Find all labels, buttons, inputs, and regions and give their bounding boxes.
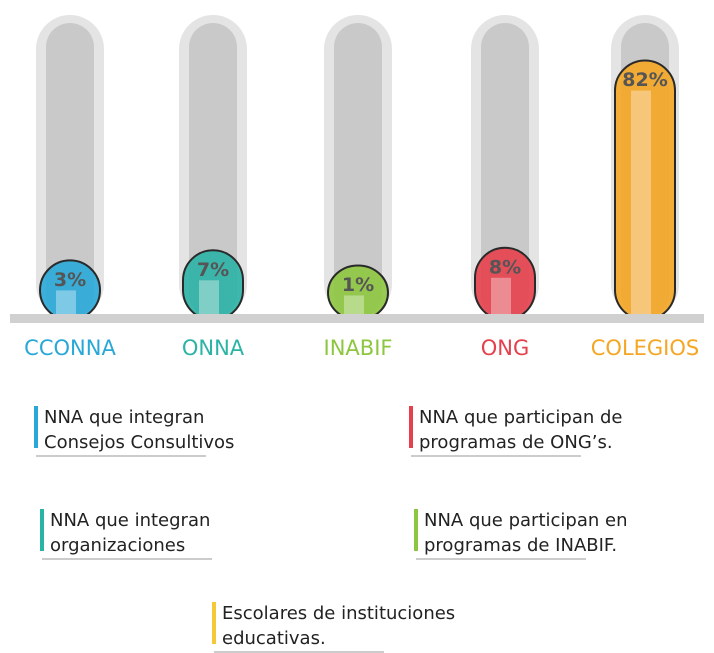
note-text: NNA que integran — [44, 407, 204, 428]
tube-inner — [189, 23, 237, 318]
bar-shine — [56, 290, 76, 314]
note-text: programas de INABIF. — [424, 535, 617, 556]
category-label: ONG — [481, 336, 530, 360]
tube-inner — [46, 23, 94, 318]
base-line — [10, 314, 704, 323]
note-text: NNA que participan de — [419, 407, 623, 428]
category-label: CCONNA — [24, 336, 116, 360]
category-label: INABIF — [324, 336, 393, 360]
tube-inner — [481, 23, 529, 318]
note-text: Escolares de instituciones — [222, 603, 455, 624]
category-label: COLEGIOS — [591, 336, 700, 360]
bar-shine — [344, 295, 364, 314]
note-text: NNA que integran — [50, 510, 210, 531]
note-text: programas de ONG’s. — [419, 432, 613, 453]
category-label: ONNA — [182, 336, 245, 360]
tube-inner — [334, 23, 382, 318]
bar-shine — [199, 280, 219, 314]
value-label: 1% — [342, 274, 374, 296]
value-label: 3% — [54, 269, 86, 291]
bar-shine — [491, 277, 511, 314]
bar-shine — [631, 90, 651, 314]
note-text: Consejos Consultivos — [44, 432, 234, 453]
value-label: 8% — [489, 256, 521, 278]
note-text: educativas. — [222, 628, 326, 649]
value-label: 7% — [197, 259, 229, 281]
note-text: NNA que participan en — [424, 510, 627, 531]
note-text: organizaciones — [50, 535, 185, 556]
value-label: 82% — [622, 69, 667, 91]
